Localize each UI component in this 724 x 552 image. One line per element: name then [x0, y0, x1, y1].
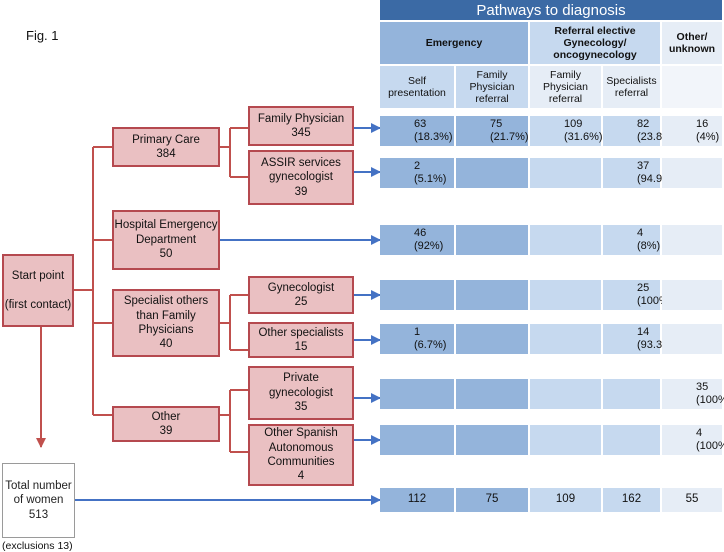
table-cell: 2 (5.1%) [380, 158, 454, 188]
other-spanish-count: 4 [298, 469, 304, 483]
other-spanish-node: Other Spanish Autonomous Communities 4 [248, 424, 354, 486]
table-cell: 37 (94.9%) [603, 158, 660, 188]
table-cell: 16 (4%) [662, 116, 722, 146]
table-cell [456, 280, 528, 310]
table-cell [603, 379, 660, 409]
table-cell: 82 (23.8%) [603, 116, 660, 146]
table-cell [603, 425, 660, 455]
group-header-referral: Referral elective Gynecology/ oncogyneco… [530, 22, 660, 64]
total-cell: 112 [380, 488, 454, 512]
total-women-node: Total number of women 513 [2, 463, 75, 538]
specialist-others-label: Specialist others than Family Physicians [114, 294, 218, 337]
primary-care-count: 384 [156, 147, 175, 161]
gynecologist-label: Gynecologist [268, 281, 334, 295]
other-specialists-count: 15 [295, 340, 308, 354]
subheader-other-blank [662, 66, 722, 108]
assir-count: 39 [295, 185, 308, 199]
table-cell [530, 225, 601, 255]
gynecologist-node: Gynecologist 25 [248, 276, 354, 314]
table-cell [380, 280, 454, 310]
exclusions-note: (exclusions 13) [2, 540, 73, 552]
table-cell [530, 379, 601, 409]
table-cell: 4 (8%) [603, 225, 660, 255]
specialist-others-node: Specialist others than Family Physicians… [112, 289, 220, 357]
assir-node: ASSIR services gynecologist 39 [248, 150, 354, 205]
subheader-specialists-referral: Specialists referral [603, 66, 660, 108]
private-gynecologist-node: Private gynecologist 35 [248, 366, 354, 420]
table-cell [530, 425, 601, 455]
table-cell [530, 324, 601, 354]
private-gynecologist-count: 35 [295, 400, 308, 414]
table-cell [380, 379, 454, 409]
group-header-emergency: Emergency [380, 22, 528, 64]
table-cell: 4(100%) [662, 425, 722, 455]
table-cell [456, 425, 528, 455]
primary-care-label: Primary Care [132, 133, 200, 147]
total-cell: 55 [662, 488, 722, 512]
table-title: Pathways to diagnosis [380, 0, 722, 20]
hospital-emergency-node: Hospital Emergency Department 50 [112, 210, 220, 270]
other-spanish-label: Other Spanish Autonomous Communities [250, 426, 352, 469]
private-gynecologist-label: Private gynecologist [250, 371, 352, 400]
table-cell [456, 225, 528, 255]
table-cell [380, 425, 454, 455]
other-node: Other 39 [112, 406, 220, 442]
subheader-self-presentation: Self presentation [380, 66, 454, 108]
assir-label: ASSIR services gynecologist [250, 156, 352, 185]
table-cell [456, 379, 528, 409]
total-women-count: 513 [29, 508, 48, 522]
table-cell [530, 158, 601, 188]
table-cell [530, 280, 601, 310]
other-label: Other [152, 410, 181, 424]
table-cell: 75 (21.7%) [456, 116, 528, 146]
other-specialists-node: Other specialists 15 [248, 322, 354, 358]
table-cell: 46 (92%) [380, 225, 454, 255]
start-point-node: Start point (first contact) [2, 254, 74, 327]
table-cell: 35(100%) [662, 379, 722, 409]
table-cell [662, 225, 722, 255]
gynecologist-count: 25 [295, 295, 308, 309]
group-header-other: Other/ unknown [662, 22, 722, 64]
family-physician-node: Family Physician 345 [248, 106, 354, 146]
hospital-emergency-label: Hospital Emergency Department [114, 218, 218, 247]
total-women-label: Total number of women [3, 479, 74, 508]
table-cell: 109 (31.6%) [530, 116, 601, 146]
table-cell: 1 (6.7%) [380, 324, 454, 354]
start-point-line2: (first contact) [5, 298, 71, 312]
total-cell: 75 [456, 488, 528, 512]
subheader-family-physician-referral: Family Physician referral [530, 66, 601, 108]
table-cell: 14 (93.3%) [603, 324, 660, 354]
total-cell: 162 [603, 488, 660, 512]
table-cell [662, 324, 722, 354]
other-specialists-label: Other specialists [258, 326, 343, 340]
start-point-line1: Start point [12, 269, 64, 283]
table-cell [456, 158, 528, 188]
table-cell [456, 324, 528, 354]
family-physician-label: Family Physician [258, 112, 344, 126]
table-cell [662, 158, 722, 188]
primary-care-node: Primary Care 384 [112, 127, 220, 167]
specialist-others-count: 40 [160, 337, 173, 351]
table-cell [662, 280, 722, 310]
table-cell: 25 (100%) [603, 280, 660, 310]
other-count: 39 [160, 424, 173, 438]
table-cell: 63 (18.3%) [380, 116, 454, 146]
hospital-emergency-count: 50 [160, 247, 173, 261]
family-physician-count: 345 [291, 126, 310, 140]
total-cell: 109 [530, 488, 601, 512]
subheader-family-physician-emergency: Family Physician referral [456, 66, 528, 108]
